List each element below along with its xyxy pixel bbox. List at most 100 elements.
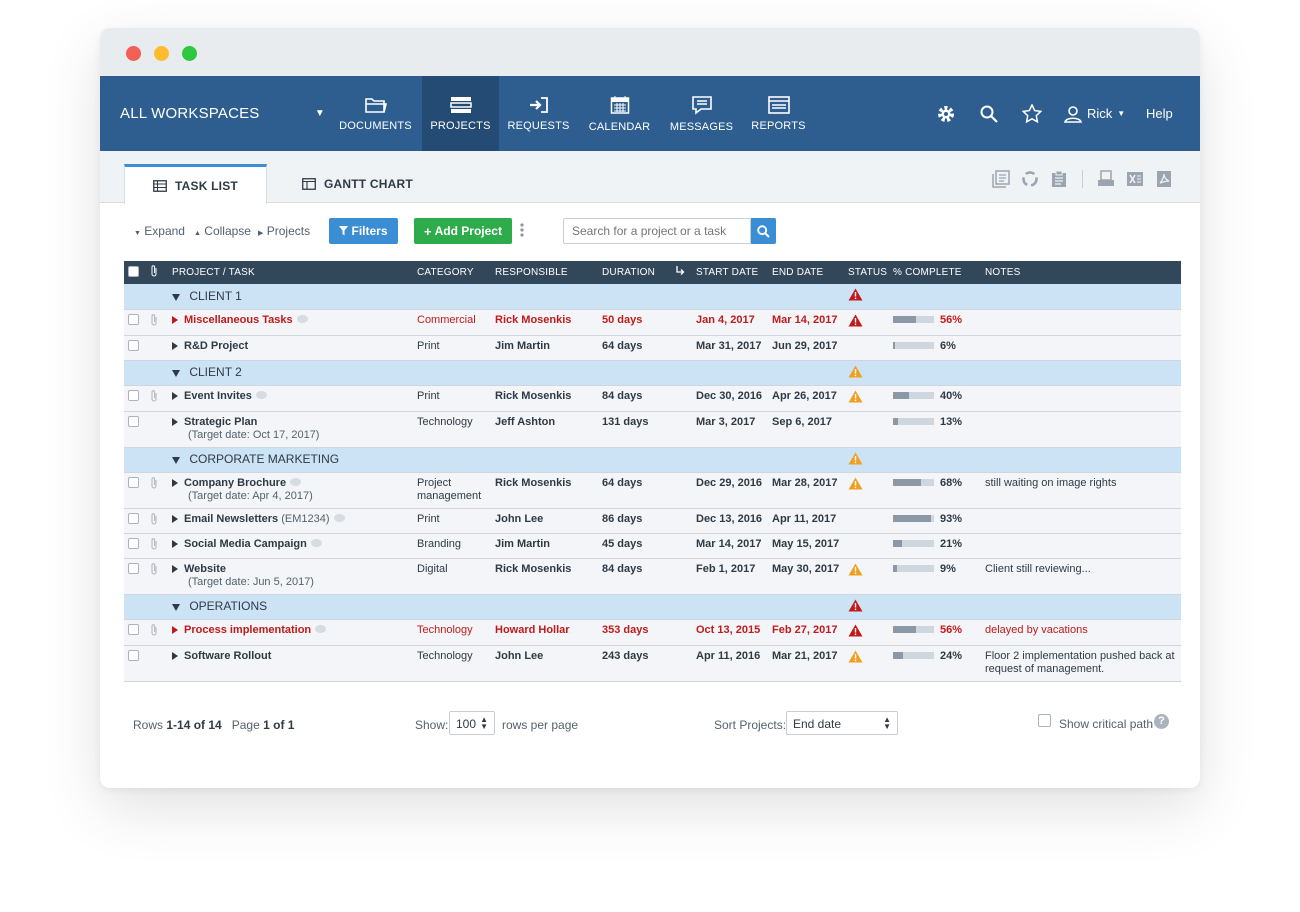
nav-projects[interactable]: PROJECTS (422, 76, 499, 151)
nav-calendar[interactable]: CALENDAR (581, 76, 658, 151)
col-status[interactable]: STATUS (848, 267, 888, 278)
col-project[interactable]: PROJECT / TASK (172, 267, 255, 278)
row-select[interactable] (124, 411, 146, 448)
group-row[interactable]: OPERATIONS (124, 594, 1181, 620)
recycle-icon[interactable] (1020, 169, 1040, 189)
col-start-date[interactable]: START DATE (696, 267, 759, 278)
comment-icon[interactable] (310, 538, 322, 547)
row-select[interactable] (124, 472, 146, 509)
task-name[interactable]: Strategic Plan (184, 415, 258, 428)
clipboard-icon[interactable] (1049, 169, 1069, 189)
rows-per-page-select[interactable]: 100 ▲ ▼ (449, 711, 495, 735)
settings-button[interactable] (936, 76, 956, 151)
close-window-button[interactable] (126, 46, 141, 61)
col-responsible[interactable]: RESPONSIBLE (495, 267, 568, 278)
paperclip-icon[interactable] (150, 389, 158, 402)
comment-icon[interactable] (296, 314, 308, 323)
help-link[interactable]: Help (1146, 106, 1173, 121)
collapse-group-icon[interactable] (172, 604, 180, 611)
copy-list-icon[interactable] (991, 169, 1011, 189)
row-checkbox[interactable] (128, 339, 139, 351)
nav-requests[interactable]: REQUESTS (500, 76, 577, 151)
table-row[interactable]: Process implementation Technology Howard H… (124, 619, 1181, 646)
expand-row-icon[interactable] (172, 651, 178, 660)
print-icon[interactable] (1096, 169, 1116, 189)
task-name[interactable]: Email Newsletters (184, 512, 279, 525)
critical-path-checkbox[interactable] (1038, 714, 1051, 730)
row-checkbox[interactable] (128, 476, 139, 488)
expand-row-icon[interactable] (172, 539, 178, 548)
table-row[interactable]: R&D Project Print Jim Martin 64 days Mar 31,… (124, 335, 1181, 361)
task-name[interactable]: Process implementation (184, 623, 312, 636)
row-select[interactable] (124, 508, 146, 534)
user-menu[interactable]: Rick ▼ (1064, 76, 1125, 151)
row-select[interactable] (124, 619, 146, 646)
col-notes[interactable]: NOTES (985, 267, 1021, 278)
table-row[interactable]: Website (Target date: Jun 5, 2017) Digital… (124, 558, 1181, 595)
row-checkbox[interactable] (128, 649, 139, 661)
task-name[interactable]: Miscellaneous Tasks (184, 313, 293, 326)
paperclip-icon[interactable] (150, 623, 158, 636)
group-row[interactable]: CLIENT 2 (124, 360, 1181, 386)
table-row[interactable]: Strategic Plan (Target date: Oct 17, 2017… (124, 411, 1181, 448)
comment-icon[interactable] (255, 390, 267, 399)
row-select[interactable] (124, 309, 146, 336)
row-checkbox[interactable] (128, 537, 139, 549)
nav-messages[interactable]: MESSAGES (663, 76, 740, 151)
sort-projects-select[interactable]: End date ▲ ▼ (786, 711, 898, 735)
row-checkbox[interactable] (128, 313, 139, 325)
col-complete[interactable]: % COMPLETE (893, 267, 962, 278)
expand-row-icon[interactable] (172, 564, 178, 573)
row-select[interactable] (124, 335, 146, 361)
task-name[interactable]: R&D Project (184, 339, 249, 352)
select-all-header[interactable] (124, 261, 146, 284)
comment-icon[interactable] (315, 624, 327, 633)
task-name[interactable]: Event Invites (184, 389, 252, 402)
nav-documents[interactable]: DOCUMENTS (337, 76, 414, 151)
table-row[interactable]: Social Media Campaign Branding Jim Martin 4… (124, 533, 1181, 559)
expand-button[interactable]: ▼ Expand (134, 224, 185, 238)
expand-row-icon[interactable] (172, 478, 178, 487)
table-row[interactable]: Event Invites Print Rick Mosenkis 84 days De… (124, 385, 1181, 412)
group-cell[interactable]: CORPORATE MARKETING (168, 447, 844, 473)
select-all-checkbox[interactable] (128, 265, 139, 277)
group-row[interactable]: CLIENT 1 (124, 284, 1181, 310)
paperclip-icon[interactable] (150, 313, 158, 326)
col-end-date[interactable]: END DATE (772, 267, 824, 278)
row-checkbox[interactable] (128, 562, 139, 574)
expand-row-icon[interactable] (172, 391, 178, 400)
row-select[interactable] (124, 558, 146, 595)
group-cell[interactable]: CLIENT 2 (168, 360, 844, 386)
search-nav-button[interactable] (980, 76, 998, 151)
collapse-group-icon[interactable] (172, 293, 180, 301)
task-name[interactable]: Social Media Campaign (184, 537, 307, 550)
favorites-button[interactable] (1022, 76, 1042, 151)
group-row[interactable]: CORPORATE MARKETING (124, 447, 1181, 473)
col-duration[interactable]: DURATION (602, 267, 656, 278)
tab-gantt-chart[interactable]: GANTT CHART (302, 164, 413, 203)
paperclip-icon[interactable] (150, 562, 158, 575)
search-input[interactable] (563, 218, 751, 244)
row-checkbox[interactable] (128, 512, 139, 524)
expand-row-icon[interactable] (172, 315, 178, 324)
collapse-group-icon[interactable] (172, 370, 180, 377)
group-cell[interactable]: CLIENT 1 (168, 284, 844, 310)
paperclip-icon[interactable] (150, 476, 158, 489)
table-row[interactable]: Email Newsletters (EM1234) Print John Lee 8… (124, 508, 1181, 534)
comment-icon[interactable] (290, 477, 302, 486)
expand-row-icon[interactable] (172, 341, 178, 350)
task-name[interactable]: Software Rollout (184, 649, 272, 662)
paperclip-icon[interactable] (150, 512, 158, 525)
expand-row-icon[interactable] (172, 417, 178, 426)
expand-row-icon[interactable] (172, 625, 178, 634)
minimize-window-button[interactable] (154, 46, 169, 61)
row-checkbox[interactable] (128, 415, 139, 427)
workspace-selector[interactable]: ALL WORKSPACES ▼ (120, 76, 325, 151)
collapse-group-icon[interactable] (172, 457, 180, 464)
row-select[interactable] (124, 385, 146, 412)
table-row[interactable]: Company Brochure (Target date: Apr 4, 201… (124, 472, 1181, 509)
task-name[interactable]: Company Brochure (184, 476, 287, 489)
search-button[interactable] (751, 218, 776, 244)
tab-task-list[interactable]: TASK LIST (124, 164, 267, 204)
excel-icon[interactable] (1125, 169, 1145, 189)
